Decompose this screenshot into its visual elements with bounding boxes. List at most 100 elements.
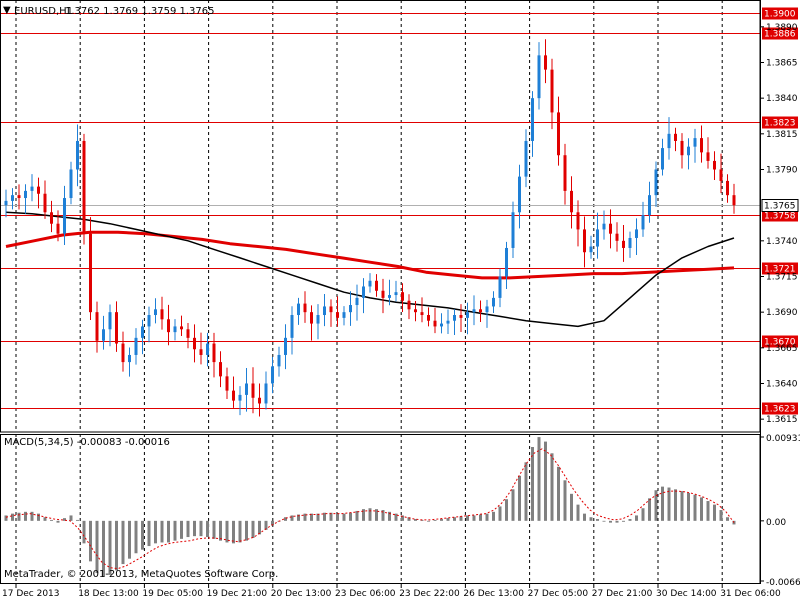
- candle-body: [161, 309, 164, 319]
- candle-body: [499, 276, 502, 297]
- macd-histogram-bar: [577, 505, 580, 521]
- candle-body: [206, 344, 209, 355]
- moving-averages: [6, 212, 734, 326]
- candle-body: [37, 187, 40, 194]
- macd-histogram-bar: [31, 512, 34, 521]
- candle-body: [226, 376, 229, 390]
- macd-histogram-bar: [609, 521, 612, 523]
- macd-histogram-bar: [57, 521, 60, 523]
- candle-body: [421, 312, 424, 315]
- macd-histogram-bar: [590, 517, 593, 521]
- candle-body: [707, 152, 710, 161]
- grid: [16, 0, 722, 584]
- macd-histogram-bar: [180, 521, 183, 539]
- candle-body: [369, 281, 372, 287]
- macd-histogram-bar: [50, 520, 53, 521]
- macd-histogram-bar: [115, 521, 118, 571]
- price-level-label: 1.3900: [764, 10, 796, 20]
- macd-histogram-bar: [661, 487, 664, 521]
- x-tick-label: 19 Dec 21:00: [207, 589, 268, 599]
- macd-histogram-bar: [596, 519, 599, 521]
- candle-body: [187, 329, 190, 338]
- candle-body: [89, 234, 92, 312]
- macd-histogram-bar: [492, 512, 495, 521]
- candle-body: [239, 395, 242, 401]
- macd-y-tick-label: 0.00931: [766, 434, 800, 444]
- candle-body: [154, 309, 157, 315]
- macd-histogram-bar: [18, 513, 21, 521]
- candle-body: [583, 229, 586, 252]
- candle-body: [674, 134, 677, 141]
- moving-average-fast: [6, 212, 734, 326]
- candle-body: [174, 326, 177, 332]
- macd-histogram-bar: [226, 521, 229, 543]
- candle-body: [219, 362, 222, 376]
- candle-body: [590, 247, 593, 253]
- candle-body: [148, 315, 151, 326]
- candle-body: [408, 301, 411, 310]
- candle-body: [252, 383, 255, 397]
- macd-histogram-bar: [167, 521, 170, 543]
- macd-title: MACD(5,34,5) -0.00083 -0.00016: [4, 437, 170, 448]
- candle-body: [349, 305, 352, 312]
- macd-histogram-bar: [538, 437, 541, 521]
- x-tick-label: 18 Dec 13:00: [78, 589, 139, 599]
- candle-body: [63, 198, 66, 234]
- candle-body: [96, 312, 99, 341]
- candle-body: [603, 224, 606, 230]
- macd-histogram-bar: [700, 497, 703, 520]
- candle-body: [622, 241, 625, 248]
- macd-histogram-bar: [726, 517, 729, 521]
- macd-histogram-bar: [694, 495, 697, 521]
- candle-body: [115, 312, 118, 343]
- candle-body: [310, 312, 313, 323]
- candle-body: [668, 134, 671, 148]
- macd-y-tick-label: -0.00668: [766, 578, 800, 588]
- candle-body: [557, 112, 560, 155]
- candle-body: [388, 295, 391, 298]
- candle-body: [531, 98, 534, 141]
- y-tick-label: 1.3615: [766, 415, 798, 425]
- candle-body: [479, 309, 482, 312]
- x-tick-label: 30 Dec 14:00: [656, 589, 717, 599]
- candle-body: [304, 304, 307, 313]
- candle-body: [655, 169, 658, 195]
- macd-histogram-bar: [544, 442, 547, 521]
- macd-histogram-bar: [161, 521, 164, 543]
- macd-histogram-bar: [707, 501, 710, 521]
- macd-histogram-bar: [148, 521, 151, 546]
- macd-histogram-bar: [349, 513, 352, 521]
- candle-body: [317, 315, 320, 324]
- macd-histogram-bar: [440, 519, 443, 521]
- macd-histogram-bar: [564, 480, 567, 521]
- candle-body: [648, 195, 651, 215]
- macd-histogram-bar: [512, 489, 515, 521]
- candle-body: [505, 248, 508, 277]
- candle-body: [681, 141, 684, 155]
- macd-pane-frame: [1, 435, 761, 584]
- macd-histogram-bar: [76, 520, 79, 521]
- candle-body: [83, 141, 86, 234]
- macd-histogram-bar: [122, 521, 125, 564]
- chart-menu-arrow-icon[interactable]: ▼: [3, 5, 11, 16]
- candle-body: [135, 338, 138, 355]
- candle-body: [50, 212, 53, 223]
- main-pane-frame: [1, 1, 761, 433]
- macd-histogram-bar: [629, 519, 632, 521]
- candle-body: [401, 292, 404, 301]
- price-level-label: 1.3623: [764, 405, 796, 415]
- candle-body: [551, 70, 554, 113]
- macd-histogram-bar: [141, 521, 144, 550]
- chart-ohlc: 1.3762 1.3769 1.3759 1.3765: [65, 6, 215, 17]
- y-tick-label: 1.3690: [766, 308, 798, 318]
- candle-body: [434, 321, 437, 327]
- candle-body: [323, 306, 326, 315]
- macd-histogram-bar: [135, 521, 138, 553]
- macd-histogram-bar: [720, 510, 723, 521]
- candle-body: [31, 187, 34, 191]
- candle-body: [11, 195, 14, 201]
- candle-body: [635, 229, 638, 238]
- macd-histogram-bar: [499, 506, 502, 520]
